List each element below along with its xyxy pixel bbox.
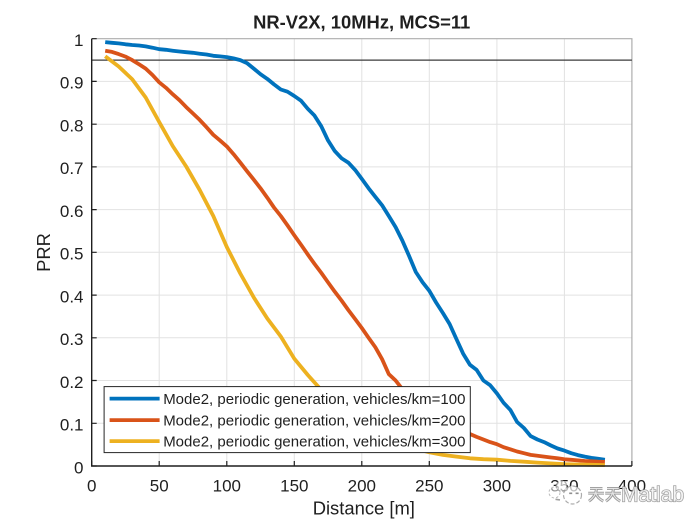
svg-text:NR-V2X, 10MHz, MCS=11: NR-V2X, 10MHz, MCS=11 [253,12,470,33]
svg-text:0.9: 0.9 [60,74,84,93]
svg-text:0.2: 0.2 [60,373,84,392]
svg-text:1: 1 [74,31,83,50]
svg-text:0.8: 0.8 [60,117,84,136]
svg-text:0: 0 [74,458,83,477]
svg-text:250: 250 [415,477,443,496]
svg-text:0.3: 0.3 [60,330,84,349]
svg-text:Mode2, periodic generation, ve: Mode2, periodic generation, vehicles/km=… [163,434,465,451]
svg-text:Mode2, periodic generation, ve: Mode2, periodic generation, vehicles/km=… [163,391,465,408]
svg-text:200: 200 [348,477,376,496]
svg-text:0.7: 0.7 [60,159,84,178]
svg-text:400: 400 [618,477,646,496]
svg-text:300: 300 [483,477,511,496]
svg-text:100: 100 [213,477,241,496]
svg-text:Mode2, periodic generation, ve: Mode2, periodic generation, vehicles/km=… [163,413,465,430]
svg-text:0.6: 0.6 [60,202,84,221]
svg-text:Distance [m]: Distance [m] [313,498,415,519]
svg-text:PRR: PRR [33,233,54,272]
svg-text:0.5: 0.5 [60,245,84,264]
svg-text:0: 0 [87,477,96,496]
svg-text:50: 50 [150,477,169,496]
svg-text:0.4: 0.4 [60,287,84,306]
svg-text:Matlab: Matlab [621,484,684,507]
svg-text:150: 150 [280,477,308,496]
svg-text:0.1: 0.1 [60,416,84,435]
